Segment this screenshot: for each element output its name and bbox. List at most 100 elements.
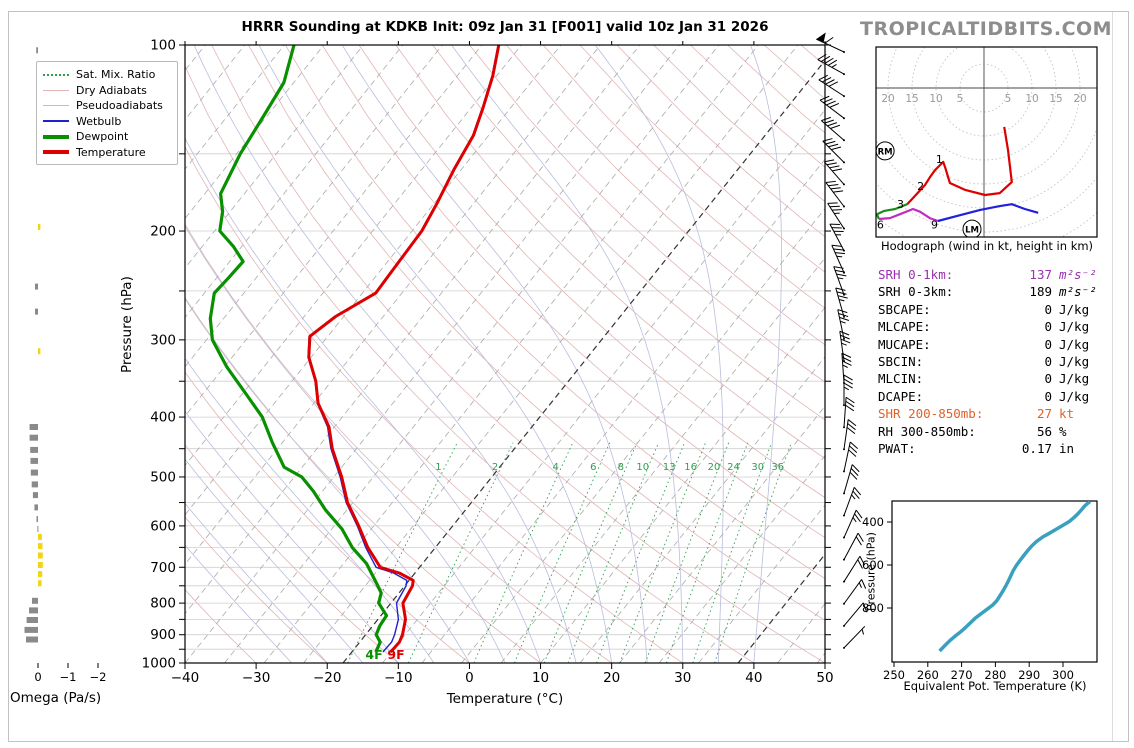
thetae-curve	[938, 501, 1092, 653]
mixing-ratio-label: 6	[590, 462, 596, 473]
stat-slabel: RH 300-850mb:	[878, 423, 976, 439]
stat-row: SRH 0-3km: 189 m²s⁻²	[878, 283, 1110, 300]
tick-label: 10	[929, 93, 942, 105]
chart-title: HRRR Sounding at KDKB Init: 09z Jan 31 […	[241, 19, 769, 35]
site-logo[interactable]: TROPICALTIDBITS.COM	[860, 18, 1113, 40]
tick-label: −2	[90, 670, 107, 684]
tick-label: 600	[862, 558, 884, 572]
omega-profile: 0 −1 −2	[24, 47, 107, 684]
legend-swatch	[43, 134, 69, 139]
legend-swatch	[43, 150, 69, 155]
tick-label: −20	[313, 670, 342, 686]
stat-slabel: DCAPE:	[878, 388, 924, 404]
legend-label: Temperature	[76, 145, 146, 159]
legend-swatch	[43, 89, 69, 91]
stat-slabel: MLCIN:	[878, 371, 924, 387]
pressure-tick-label: 700	[150, 560, 176, 576]
stat-slabel: SRH 0-1km:	[878, 267, 954, 282]
tick-label: 50	[816, 670, 833, 686]
tick-label: 800	[862, 601, 884, 615]
tick-label: 400	[862, 515, 884, 529]
sounding-curves	[208, 45, 501, 653]
stat-sunit: J/kg	[1059, 354, 1090, 370]
legend-label: Sat. Mix. Ratio	[76, 68, 156, 82]
tick-label: −10	[384, 670, 413, 686]
hodo-height-label: 6	[877, 218, 884, 231]
legend-item: Wetbulb	[43, 114, 171, 130]
stat-sval: 137	[1029, 267, 1052, 282]
stats-panel: SRH 0-1km: 137 m²s⁻² SRH 0-3km: 189 m²s⁻² SBCA…	[878, 266, 1110, 457]
stat-sval: 0	[1044, 371, 1052, 387]
pressure-tick-label: 500	[150, 469, 176, 485]
hodo-segment-6-9km	[878, 207, 939, 223]
legend-item: Pseudoadiabats	[43, 98, 171, 114]
stat-sunit: J/kg	[1059, 336, 1090, 352]
stat-row: PWAT: 0.17 in	[878, 440, 1110, 457]
temperature-axis-label: Temperature (°C)	[446, 691, 564, 707]
stat-row: MUCAPE: 0 J/kg	[878, 336, 1110, 353]
pressure-tick-label: 300	[150, 332, 176, 348]
stat-sunit: m²s⁻²	[1059, 284, 1097, 300]
tick-label: −30	[242, 670, 271, 686]
tick-label: 40	[745, 670, 762, 686]
mixing-ratio-label: 36	[771, 462, 784, 473]
thetae-y-label: Pressure (hPa)	[864, 532, 878, 611]
stat-sval: 189	[1029, 284, 1052, 300]
tick-label: 20	[881, 93, 894, 105]
pressure-tick-label: 900	[150, 627, 176, 643]
hodo-height-label: 2	[917, 180, 924, 193]
mixing-ratio-label: 24	[727, 462, 740, 473]
mixing-ratio-label: 20	[708, 462, 721, 473]
tick-label: 20	[1073, 93, 1086, 105]
hodo-segment-9km+	[937, 203, 1039, 223]
tick-label: 250	[883, 668, 905, 682]
hodograph-plot: 20 15 10 5 5 10 15 20 1 236 9 RM LM	[876, 47, 1097, 237]
pressure-tick-label: 800	[150, 596, 176, 612]
stat-row: MLCIN: 0 J/kg	[878, 370, 1110, 387]
pressure-tick-label: 600	[150, 518, 176, 534]
pressure-tick-label: 200	[150, 224, 176, 240]
stat-row: SHR 200-850mb: 27 kt	[878, 405, 1110, 422]
stat-sunit: in	[1059, 441, 1075, 457]
pressure-axis-label: Pressure (hPa)	[119, 276, 135, 373]
tick-label: 15	[905, 93, 918, 105]
stat-sunit: %	[1059, 423, 1067, 439]
stat-sval: 0	[1044, 319, 1052, 335]
thetae-x-label: Equivalent Pot. Temperature (K)	[903, 679, 1087, 693]
stat-slabel: MLCAPE:	[878, 319, 931, 335]
legend-label: Dewpoint	[76, 130, 129, 144]
stat-sval: 0	[1044, 354, 1052, 370]
tick-label: 0	[34, 670, 41, 684]
pressure-tick-label: 100	[150, 38, 176, 54]
mixing-ratio-label: 2	[492, 462, 498, 473]
stat-row: SRH 0-1km: 137 m²s⁻²	[878, 266, 1110, 283]
skewt-axes: −40 −30 −20 −10 0 10 20 30 40 50 100 200 300 400 500 60…	[142, 38, 834, 687]
stat-slabel: MUCAPE:	[878, 336, 931, 352]
legend-label: Pseudoadiabats	[76, 99, 163, 113]
hodo-height-label: 9	[931, 218, 938, 231]
hodograph-caption: Hodograph (wind in kt, height in km)	[880, 239, 1094, 253]
legend-item: Temperature	[43, 145, 171, 161]
legend-swatch	[43, 120, 69, 123]
stat-slabel: PWAT:	[878, 441, 916, 457]
mixing-ratio-label: 8	[618, 462, 624, 473]
mixing-ratio-label: 4	[553, 462, 559, 473]
stat-sval: 0	[1044, 336, 1052, 352]
tick-label: 15	[1049, 93, 1062, 105]
thetae-plot: 250 260 270 280 290 300 400 600 800	[862, 500, 1098, 682]
legend: Sat. Mix. Ratio Dry Adiabats Pseudoadiabat…	[36, 61, 178, 165]
tick-label: 260	[917, 668, 939, 682]
hodo-segment-0-3km	[906, 126, 1013, 205]
panel-separator	[1112, 12, 1113, 741]
tick-label: −40	[171, 670, 200, 686]
tick-label: 10	[1025, 93, 1038, 105]
legend-item: Dewpoint	[43, 129, 171, 145]
mixing-ratio-label: 16	[684, 462, 697, 473]
legend-label: Dry Adiabats	[76, 83, 147, 97]
curve-temperature	[307, 45, 501, 653]
legend-swatch	[43, 73, 69, 76]
stat-sval: 27	[1036, 406, 1052, 422]
stat-sval: 0.17	[1021, 441, 1052, 457]
